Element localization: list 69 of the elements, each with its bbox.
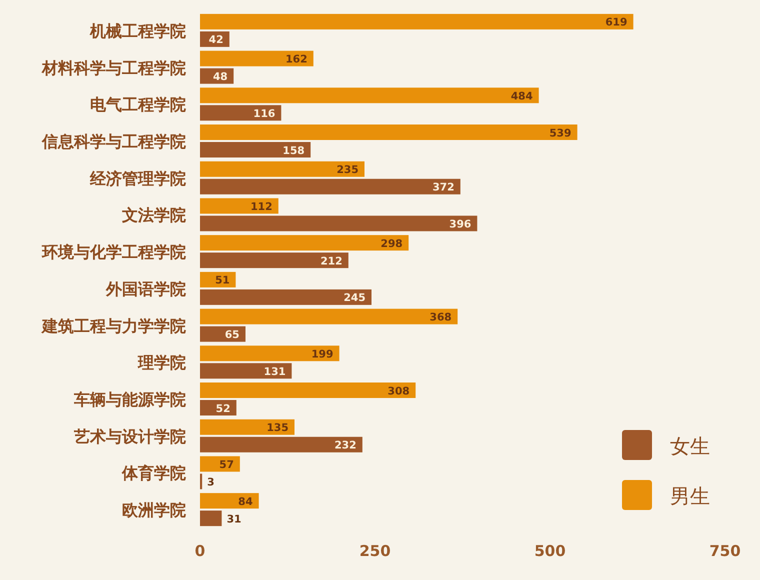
bar [200,88,539,104]
data-label: 116 [253,108,276,120]
x-tick-label: 750 [709,542,741,560]
bar [200,419,294,435]
bar [200,363,292,379]
bar [200,105,282,121]
y-tick-label: 建筑工程与力学学院 [40,316,186,336]
data-label: 245 [344,292,366,304]
data-label: 372 [432,182,454,194]
data-label: 112 [250,200,272,213]
bar [200,50,314,66]
bar [200,510,222,526]
bar [200,382,416,398]
y-tick-label: 机械工程学院 [89,21,186,40]
data-label: 31 [226,513,242,526]
data-label: 42 [208,34,224,46]
y-tick-label: 电气工程学院 [90,95,186,114]
data-label: 158 [282,144,305,157]
data-label: 619 [605,16,628,29]
data-label: 212 [320,255,342,268]
bar [200,161,364,177]
y-tick-label: 车辆与能源学院 [73,390,186,409]
bar [200,346,340,362]
x-tick-label: 500 [534,542,566,560]
y-tick-label: 体育学院 [121,464,186,483]
bar [200,493,259,509]
bar [200,124,578,140]
y-tick-label: 环境与化学工程学院 [41,242,186,262]
data-label: 51 [215,274,230,287]
bar [200,235,409,251]
bar [200,198,278,214]
bar [200,289,372,305]
data-label: 484 [510,90,533,102]
y-tick-label: 艺术与设计学院 [73,426,186,446]
y-tick-label: 外国语学院 [105,279,186,298]
bar [200,308,458,324]
legend-label: 男生 [670,484,710,508]
bar [200,178,460,194]
x-tick-label: 0 [194,542,206,560]
y-tick-label: 经济管理学院 [89,168,186,188]
data-label: 232 [334,440,356,452]
data-label: 135 [266,422,288,434]
data-label: 235 [336,164,358,176]
bar [200,252,348,268]
data-label: 3 [207,476,214,488]
bar [200,436,362,452]
y-tick-label: 信息科学与工程学院 [41,132,186,151]
bar [200,142,311,158]
data-label: 84 [238,496,253,508]
data-label: 308 [388,385,410,398]
y-tick-label: 理学院 [137,353,186,372]
data-label: 368 [430,312,452,324]
legend-label: 女生 [670,434,710,458]
y-tick-label: 文法学院 [121,206,186,225]
bar [200,216,478,232]
data-label: 539 [549,127,572,140]
y-tick-label: 材料科学与工程学院 [41,58,186,78]
data-label: 65 [224,329,240,342]
data-label: 396 [449,218,472,230]
data-label: 199 [311,348,334,360]
data-label: 131 [264,366,286,378]
data-label: 52 [216,402,230,415]
data-label: 48 [212,71,228,84]
y-tick-label: 欧洲学院 [122,500,186,520]
bar [200,14,634,30]
x-tick-label: 250 [359,542,391,560]
data-label: 162 [285,54,308,66]
data-label: 298 [380,238,403,250]
data-label: 57 [219,458,234,471]
